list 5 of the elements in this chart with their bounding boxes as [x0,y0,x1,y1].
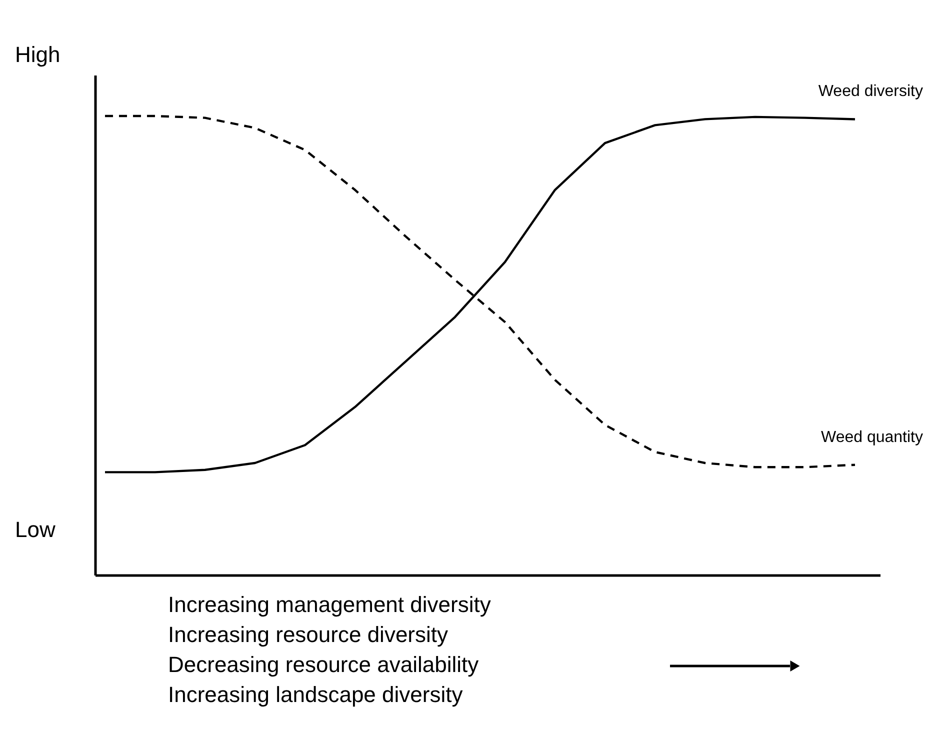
series-label: Weed quantity [821,428,923,446]
text: Low [15,517,56,542]
x-axis-title: Increasing management diversity Increasing resource diversity Decreasing resource availability Increasing landscape diversity [168,592,491,707]
series-label: Weed diversity [818,83,923,100]
text: High [15,42,60,67]
